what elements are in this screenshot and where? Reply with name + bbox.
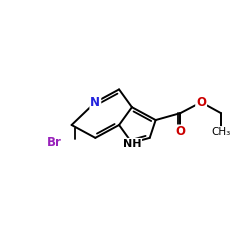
Text: Br: Br — [47, 136, 62, 149]
Text: O: O — [196, 96, 206, 109]
Text: NH: NH — [123, 139, 141, 149]
Text: N: N — [90, 96, 100, 109]
Text: CH₃: CH₃ — [211, 127, 231, 137]
Text: O: O — [176, 126, 186, 138]
